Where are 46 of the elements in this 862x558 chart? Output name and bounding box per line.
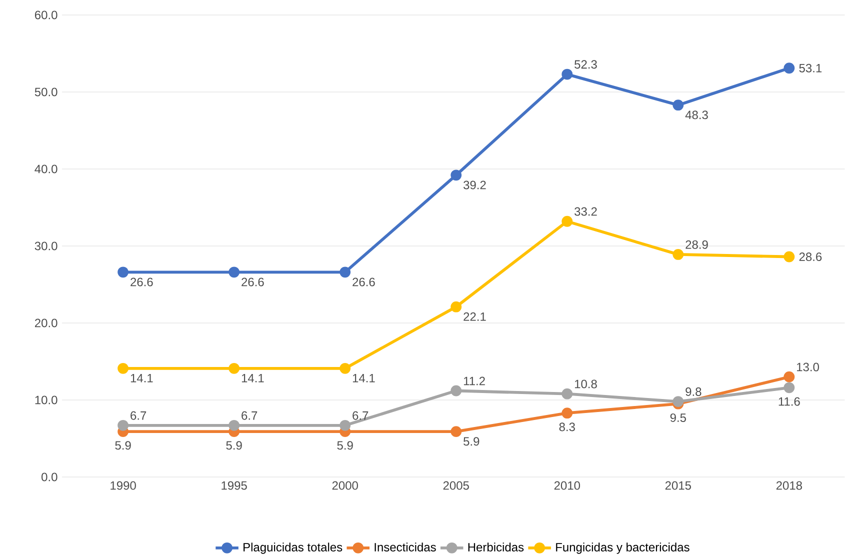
x-tick-label: 2005 <box>443 481 469 490</box>
data-label: 5.9 <box>337 440 353 450</box>
data-label: 11.2 <box>464 376 485 385</box>
data-label: 6.7 <box>242 411 258 420</box>
x-tick-label: 2015 <box>665 481 691 490</box>
legend-label: Fungicidas y bactericidas <box>556 542 690 554</box>
data-label: 8.3 <box>559 422 575 431</box>
data-label: 53.1 <box>799 64 822 72</box>
legend-label: Herbicidas <box>468 542 524 552</box>
data-label: 39.2 <box>464 180 486 190</box>
x-tick-label: 1995 <box>222 481 247 490</box>
y-tick-label: 20.0 <box>34 318 58 328</box>
data-label: 6.7 <box>130 411 146 420</box>
x-tick-label: 2018 <box>776 481 802 490</box>
data-label: 28.9 <box>686 240 708 249</box>
data-label: 33.2 <box>574 207 597 216</box>
data-label: 5.9 <box>464 436 480 446</box>
data-label: 26.6 <box>352 278 375 286</box>
data-label: 14.1 <box>352 374 375 382</box>
y-tick-label: 0.0 <box>42 472 58 482</box>
y-tick-label: 10.0 <box>35 396 58 404</box>
data-label: 10.8 <box>574 379 597 388</box>
legend-label: Insecticidas <box>374 542 436 552</box>
data-label: 9.5 <box>670 413 686 422</box>
x-tick-label: 2010 <box>554 481 580 490</box>
data-label: 14.1 <box>242 374 264 382</box>
data-label: 26.6 <box>242 278 264 286</box>
data-label: 5.9 <box>226 440 242 450</box>
data-label: 13.0 <box>797 362 819 372</box>
data-label: 5.9 <box>115 440 131 450</box>
data-label: 14.1 <box>130 374 153 382</box>
data-label: 48.3 <box>685 110 708 119</box>
data-label: 26.6 <box>130 278 153 286</box>
y-tick-label: 40.0 <box>34 164 58 174</box>
data-label: 11.6 <box>778 397 800 406</box>
data-label: 28.6 <box>799 252 822 261</box>
y-tick-label: 60.0 <box>34 10 58 20</box>
data-label: 22.1 <box>464 312 486 321</box>
legend-label: Plaguicidas totales <box>244 542 342 554</box>
y-tick-label: 30.0 <box>34 242 58 250</box>
data-label: 52.3 <box>574 60 597 68</box>
x-tick-label: 2000 <box>332 481 358 490</box>
data-label: 6.7 <box>352 411 368 420</box>
data-label: 9.8 <box>686 387 702 396</box>
y-tick-label: 50.0 <box>34 88 58 96</box>
x-tick-label: 1990 <box>110 481 136 490</box>
